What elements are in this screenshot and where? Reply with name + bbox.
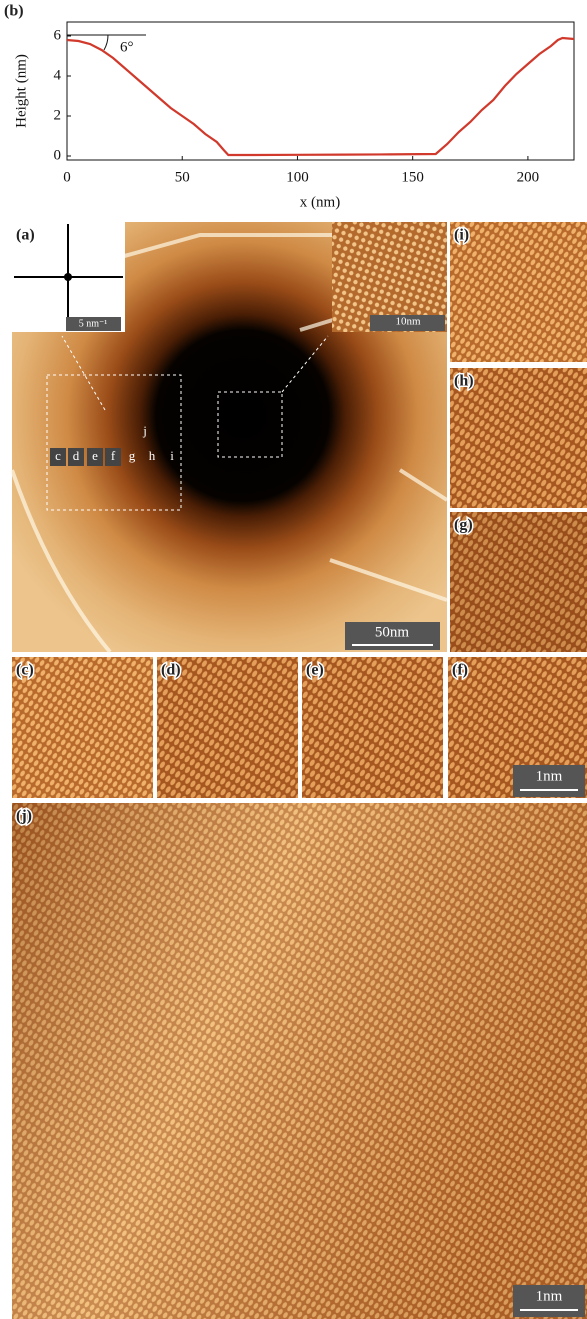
dashed-arrow [61,335,106,411]
marker: i [170,448,174,463]
stm-image [450,512,587,652]
panel-label: (b) [4,3,24,20]
panel-label: (j) [16,808,32,825]
marker: f [111,448,116,463]
shade [12,803,587,1319]
y-tick-label: 0 [54,147,62,163]
marker: d [73,448,80,463]
dashed-arrow [281,335,329,393]
angle-arc [103,34,109,51]
scale-box [513,1285,585,1317]
profile-line [66,36,575,157]
panel-label: (d) [161,662,181,679]
angle-annotation: 6° [120,39,134,55]
y-tick-label: 4 [54,67,62,83]
marker: g [129,448,136,463]
stm-image [12,657,153,798]
panel-j: 1nm (j) [12,803,587,1319]
marker: c [55,448,61,463]
marker: h [149,448,156,463]
y-tick-label: 6 [54,27,62,43]
x-tick-label: 0 [63,169,71,185]
dashed-region [46,374,182,511]
marker-box [68,448,84,466]
scale-box [66,317,121,331]
stm-image [450,222,587,362]
y-axis-label: Height (nm) [13,54,29,128]
scale-label: 1nm [536,768,563,784]
panel-d: (d) [157,657,298,798]
panel-h: (h) [450,368,587,508]
x-axis-label: x (nm) [300,194,340,210]
x-tick-label: 200 [517,169,540,185]
panel-i: (i) [450,222,587,362]
fft-scale: 5 nm⁻¹ [79,318,108,329]
atomic-inset [332,222,447,332]
panel-label: (e) [306,662,324,679]
stm-image [157,657,298,798]
fft-center [64,273,72,281]
stm-image [450,368,587,508]
scale-label: 50nm [375,624,410,640]
panel-label: (a) [16,227,35,244]
scale-box [370,315,445,331]
marker: j [142,423,147,438]
marker-box [105,448,121,466]
panel-label: (i) [454,227,469,244]
panel-g: (g) [450,512,587,652]
marker: e [92,448,98,463]
panel-c: (c) [12,657,153,798]
x-tick-label: 50 [175,169,190,185]
y-tick-label: 2 [54,107,62,123]
scale-label: 1nm [536,1288,563,1304]
scale-box [513,765,585,797]
panel-a: 5 nm⁻¹ 10nm c d e f g h i j 50nm (a) [10,222,449,654]
panel-label: (f) [452,662,468,679]
shade [450,512,587,652]
plot-frame [66,21,575,161]
panel-label: (c) [16,662,34,679]
dashed-region [217,391,283,458]
inset-scale: 10nm [395,316,421,328]
panel-f: 1nm (f) [448,657,587,798]
x-tick-label: 100 [286,169,309,185]
marker-box [50,448,66,466]
marker-box [87,448,103,466]
height-profile: (b) Height (nm) x (nm) 6° 0 50 100 150 200 0 2… [3,1,575,210]
stm-image [302,657,443,798]
x-tick-label: 150 [401,169,424,185]
panel-e: (e) [302,657,443,798]
panel-label: (g) [454,517,473,534]
panel-label: (h) [454,373,474,390]
